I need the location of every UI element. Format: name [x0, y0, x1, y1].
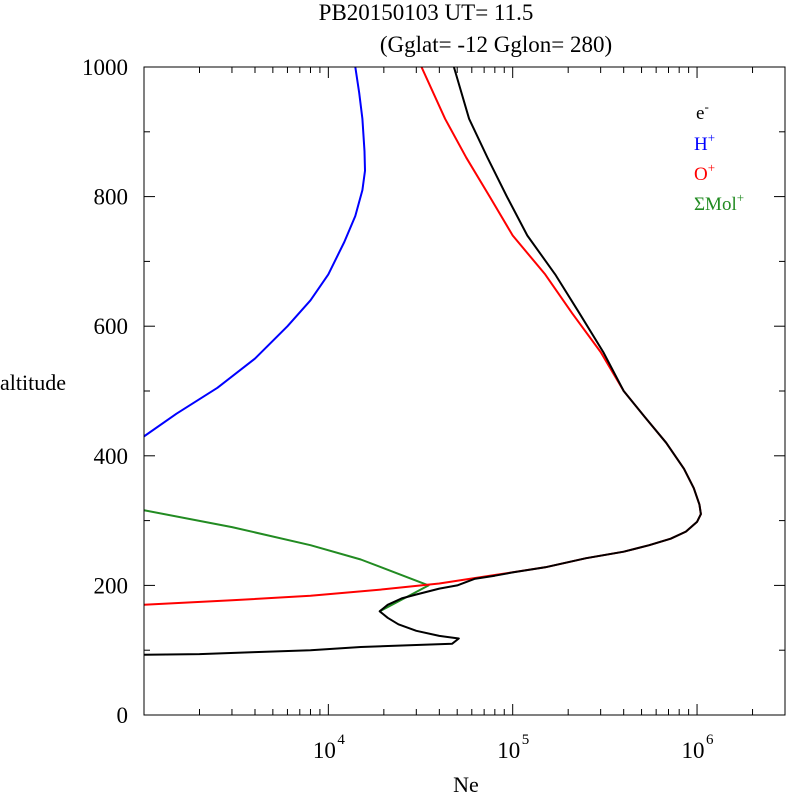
- series-line-hydrogen-ion: [144, 67, 366, 438]
- legend-entry: ΣMol+: [694, 190, 744, 215]
- legend: e- H+ O+ ΣMol+: [694, 99, 744, 215]
- y-tick-label: 1000: [82, 55, 128, 80]
- x-tick-label-base: 10: [497, 738, 520, 763]
- series-line-molecular-ion: [144, 509, 430, 613]
- series-layer: [144, 67, 702, 656]
- plot-frame: [143, 66, 786, 716]
- series-line-electron: [144, 67, 702, 656]
- x-tick-label-base: 10: [682, 738, 705, 763]
- y-tick-label: 800: [94, 185, 129, 210]
- x-tick-label-exp: 6: [706, 732, 714, 748]
- series-line-oxygen-ion: [144, 67, 702, 606]
- y-tick-label: 400: [94, 444, 129, 469]
- chart-title-line1: PB20150103 UT= 11.5: [319, 0, 534, 25]
- legend-entry: O+: [694, 160, 715, 185]
- y-axis-label: altitude: [0, 370, 66, 395]
- x-tick-label-exp: 5: [522, 732, 530, 748]
- y-tick-label: 200: [94, 573, 129, 598]
- legend-entry: e-: [696, 99, 709, 124]
- y-tick-label: 600: [94, 314, 129, 339]
- y-tick-label: 0: [117, 703, 129, 728]
- x-tick-label-base: 10: [313, 738, 336, 763]
- chart-title-line2: (Gglat= -12 Gglon= 280): [380, 32, 612, 57]
- legend-entry: H+: [694, 130, 715, 155]
- x-axis-label: Ne: [453, 772, 479, 796]
- x-tick-label-exp: 4: [337, 732, 345, 748]
